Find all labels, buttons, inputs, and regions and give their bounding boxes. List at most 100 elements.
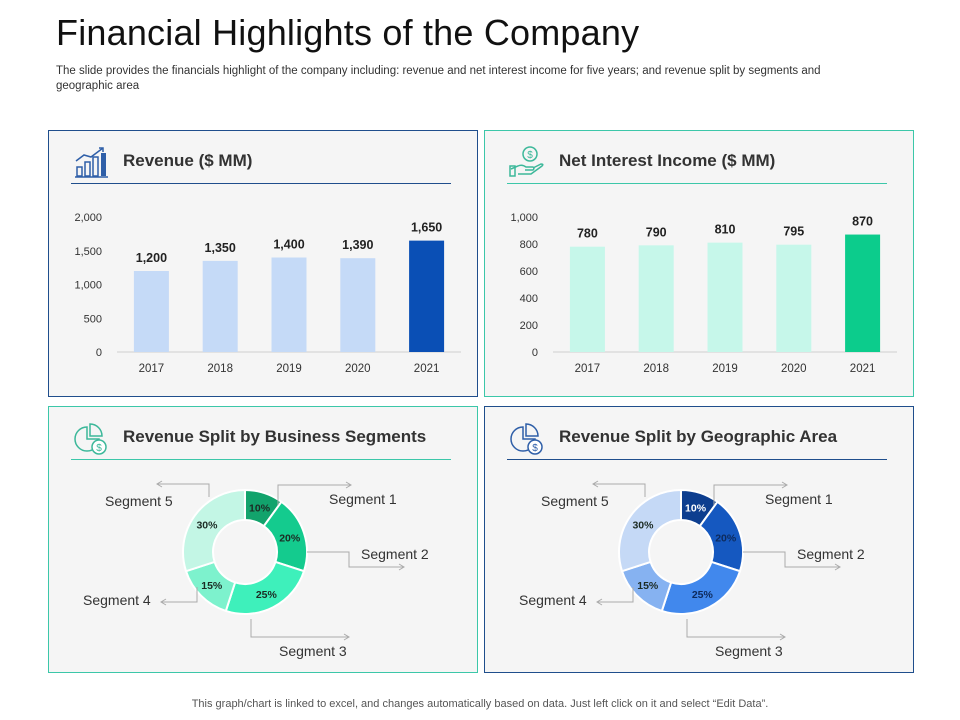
geographic-donut: 10% 20% 25% 15% 30% Segment 1 Segment 2 Segment… (519, 480, 865, 659)
nii-bar-chart: 0 200 400 600 800 1,000 780 2017 790 2018 810 2019 7… (510, 212, 897, 375)
pie-money-icon: $ (74, 423, 107, 455)
business-slice-label: 20% (279, 532, 301, 544)
nii-x-tick: 2021 (850, 363, 876, 375)
revenue-title: Revenue ($ MM) (123, 151, 253, 170)
business-callout-line (277, 484, 351, 505)
svg-text:$: $ (532, 443, 538, 454)
nii-x-tick: 2019 (712, 363, 738, 375)
business-slice-label: 25% (256, 589, 278, 601)
business-segments-header: $ Revenue Split by Business Segments (71, 421, 451, 460)
business-callout-line (157, 483, 210, 497)
revenue-y-tick: 1,000 (74, 280, 102, 292)
revenue-data-label: 1,390 (342, 238, 373, 252)
geographic-title: Revenue Split by Geographic Area (559, 427, 838, 446)
revenue-x-tick: 2021 (414, 363, 440, 375)
nii-bar (707, 242, 743, 352)
geo-segment-label: Segment 5 (541, 493, 609, 509)
geo-callout-line (743, 551, 840, 568)
business-slice-label: 15% (201, 580, 223, 592)
revenue-bar-chart: 0 500 1,000 1,500 2,000 1,200 2017 1,350 2018 1,4… (74, 212, 461, 375)
geo-callout-arrow (781, 481, 788, 489)
revenue-data-label: 1,200 (136, 251, 167, 265)
revenue-x-tick: 2020 (345, 363, 371, 375)
nii-panel: $ Net Interest Income ($ MM) 0 200 400 600 8… (484, 130, 914, 397)
slide-subtitle: The slide provides the financials highli… (56, 65, 821, 92)
svg-text:$: $ (96, 443, 102, 454)
footer-note: This graph/chart is linked to excel, and… (191, 698, 769, 710)
geo-callout-arrow (834, 563, 841, 571)
nii-title: Net Interest Income ($ MM) (559, 151, 776, 170)
revenue-x-tick: 2019 (276, 363, 302, 375)
revenue-bar (133, 271, 169, 352)
business-slice-label: 10% (249, 502, 271, 514)
geo-slice-label: 25% (692, 589, 714, 601)
revenue-data-label: 1,650 (411, 221, 442, 235)
business-callout-line (250, 619, 349, 638)
nii-header: $ Net Interest Income ($ MM) (507, 145, 887, 184)
business-callout-arrow (398, 563, 405, 571)
business-callout-line (161, 587, 198, 603)
business-callout-line (307, 551, 404, 568)
nii-data-label: 780 (577, 227, 598, 241)
business-segment-label: Segment 2 (361, 546, 429, 562)
geo-slice-label: 20% (715, 532, 737, 544)
business-callout-arrow (343, 633, 350, 641)
nii-data-label: 810 (715, 223, 736, 237)
nii-y-tick: 0 (532, 347, 538, 359)
revenue-bar (202, 260, 238, 352)
geo-slice-label: 30% (632, 519, 654, 531)
nii-y-tick: 800 (520, 239, 538, 251)
geo-slice (618, 488, 682, 573)
revenue-y-tick: 500 (84, 313, 102, 325)
business-slice (182, 488, 246, 573)
geo-callout-line (686, 619, 785, 638)
revenue-header: Revenue ($ MM) (71, 145, 451, 184)
nii-bar (845, 234, 881, 352)
business-segments-title: Revenue Split by Business Segments (123, 427, 427, 446)
nii-bar (776, 244, 812, 352)
revenue-x-tick: 2017 (139, 363, 165, 375)
nii-data-label: 870 (852, 215, 873, 229)
nii-x-tick: 2018 (643, 363, 669, 375)
pie-money-icon: $ (510, 423, 543, 455)
business-segment-label: Segment 3 (279, 643, 347, 659)
growth-chart-icon (75, 147, 108, 178)
geo-callout-line (593, 483, 646, 497)
geographic-header: $ Revenue Split by Geographic Area (507, 421, 887, 460)
nii-y-tick: 400 (520, 293, 538, 305)
business-segments-panel: $ Revenue Split by Business Segments 10%… (48, 406, 478, 673)
revenue-panel: Revenue ($ MM) 0 500 1,000 1,500 2,000 1,200 2… (48, 130, 478, 397)
nii-bar (569, 246, 605, 352)
business-callout-arrow (345, 481, 352, 489)
business-callout-arrow (160, 598, 167, 606)
business-segment-label: Segment 1 (329, 491, 397, 507)
geo-slice-label: 15% (637, 580, 659, 592)
nii-y-tick: 600 (520, 266, 538, 278)
revenue-y-tick: 1,500 (74, 246, 102, 258)
geo-segment-label: Segment 3 (715, 643, 783, 659)
revenue-bar (409, 240, 445, 352)
revenue-bar (271, 257, 307, 352)
business-callout-arrow (156, 480, 163, 488)
geo-callout-arrow (592, 480, 599, 488)
geo-segment-label: Segment 1 (765, 491, 833, 507)
revenue-y-tick: 2,000 (74, 212, 102, 224)
business-segment-label: Segment 5 (105, 493, 173, 509)
svg-text:$: $ (527, 150, 533, 161)
geo-segment-label: Segment 2 (797, 546, 865, 562)
geo-callout-line (597, 587, 634, 603)
money-hand-icon: $ (509, 146, 544, 177)
nii-y-tick: 200 (520, 320, 538, 332)
geo-callout-arrow (779, 633, 786, 641)
geo-callout-arrow (596, 598, 603, 606)
revenue-data-label: 1,350 (205, 241, 236, 255)
geo-segment-label: Segment 4 (519, 592, 587, 608)
slide-title: Financial Highlights of the Company (56, 12, 640, 53)
nii-bar (638, 245, 674, 352)
nii-x-tick: 2017 (575, 363, 601, 375)
revenue-data-label: 1,400 (273, 238, 304, 252)
revenue-x-tick: 2018 (207, 363, 233, 375)
nii-y-tick: 1,000 (510, 212, 538, 224)
geo-slice-label: 10% (685, 502, 707, 514)
geographic-panel: $ Revenue Split by Geographic Area 10% 20… (484, 406, 914, 673)
